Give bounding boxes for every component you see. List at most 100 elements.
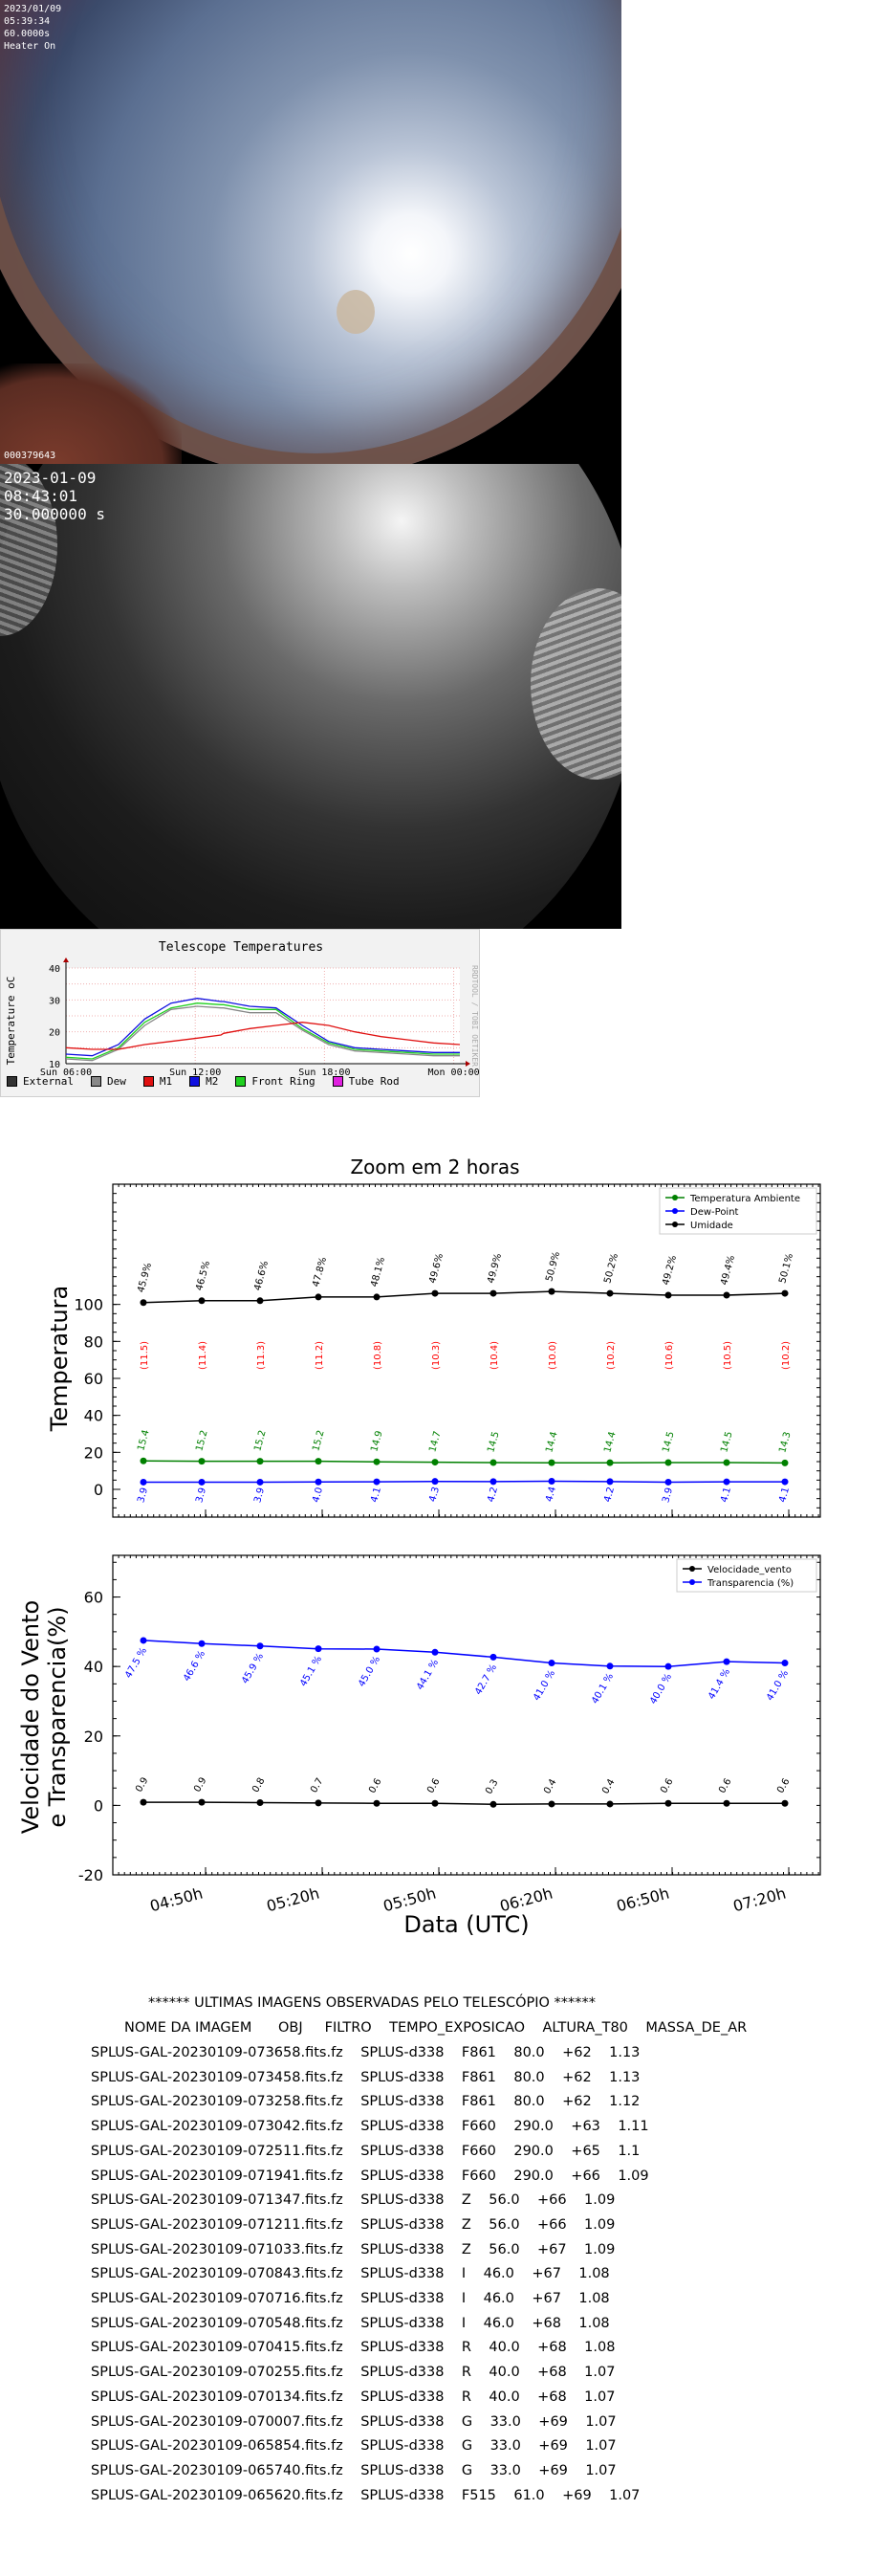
- transparency-data-label: 41.0 %: [765, 1668, 791, 1703]
- x-tick-label: 07:20h: [731, 1884, 788, 1916]
- wind-speed-data-label: 0.6: [367, 1776, 383, 1794]
- image-list-row: SPLUS-GAL-20230109-070716.fits.fz SPLUS-…: [91, 2291, 610, 2306]
- wind-speed-point: [548, 1800, 555, 1808]
- lens-flare: [337, 290, 375, 334]
- temperature-data-label: 15.4: [136, 1429, 151, 1452]
- wind-speed-data-label: 0.3: [484, 1778, 500, 1796]
- transparency-data-label: 41.4 %: [707, 1667, 732, 1702]
- transparency-point: [431, 1648, 439, 1656]
- transparency-data-label: 44.1 %: [415, 1658, 441, 1692]
- temperature-point: [256, 1458, 264, 1465]
- wind-speed-line: [143, 1801, 785, 1806]
- tt-xtick-label: Sun 18:00: [298, 1068, 350, 1078]
- humidity-data-label: 46.5%: [194, 1260, 212, 1292]
- humidity-point: [256, 1297, 264, 1305]
- tt-legend-label: Front Ring: [251, 1075, 315, 1088]
- transparency-point: [198, 1640, 206, 1647]
- wind-speed-data-label: 0.4: [600, 1777, 617, 1795]
- transparency-data-label: 42.7 %: [473, 1662, 499, 1697]
- humidity-data-label: 50.9%: [544, 1250, 562, 1283]
- image-list-row: SPLUS-GAL-20230109-065854.fits.fz SPLUS-…: [91, 2438, 617, 2455]
- dew-point-point: [373, 1478, 381, 1486]
- tt-ytick-label: 20: [49, 1028, 60, 1039]
- dew-point-data-label: 4.1: [719, 1486, 733, 1504]
- tt-side-label: RRDTOOL / TOBI OETIKER: [470, 965, 479, 1067]
- latest-images-title: ****** ULTIMAS IMAGENS OBSERVADAS PELO T…: [148, 1995, 597, 2011]
- temperature-data-label: 14.5: [486, 1430, 501, 1453]
- tt-legend-swatch: [142, 1076, 154, 1087]
- tt-ytick-label: 30: [49, 996, 60, 1006]
- telescope-temperatures-chart: Telescope Temperatures Temperature oC RRDT…: [0, 929, 480, 1097]
- wind-speed-data-label: 0.6: [425, 1776, 442, 1794]
- temperature-data-label: 15.2: [252, 1429, 268, 1452]
- humidity-point: [664, 1291, 672, 1299]
- tt-legend-item: Tube Rod: [332, 1075, 400, 1088]
- camera1-overlay-text: 2023/01/09 05:39:34 60.0000s Heater On: [4, 3, 61, 53]
- tt-xtick-label: Sun 06:00: [40, 1068, 92, 1078]
- image-list-row: SPLUS-GAL-20230109-073258.fits.fz SPLUS-…: [91, 2094, 641, 2110]
- top-legend-label: Temperatura Ambiente: [689, 1194, 800, 1204]
- y-tick-label: 60: [84, 1589, 103, 1607]
- image-list-row: SPLUS-GAL-20230109-070255.fits.fz SPLUS-…: [91, 2365, 616, 2381]
- temperature-point: [664, 1459, 672, 1466]
- y-tick-label: 80: [84, 1332, 103, 1351]
- camera2-time: 08:43:01: [4, 487, 78, 505]
- latest-images-header: NOME DA IMAGEM OBJ FILTRO TEMPO_EXPOSICA…: [124, 2020, 748, 2036]
- bottom-legend-label: Transparencia (%): [707, 1578, 794, 1589]
- dew-point-point: [781, 1478, 789, 1486]
- top-legend-box: [659, 1187, 817, 1235]
- telescope-temperatures-plot: Telescope Temperatures Temperature oC RRDT…: [5, 940, 480, 1078]
- wind-speed-point: [315, 1799, 322, 1807]
- image-list-row: SPLUS-GAL-20230109-065620.fits.fz SPLUS-…: [91, 2487, 641, 2503]
- wind-speed-data-label: 0.9: [134, 1775, 150, 1794]
- tt-legend-item: M2: [189, 1075, 218, 1088]
- transparency-data-label: 45.1 %: [298, 1654, 324, 1688]
- y-tick-label: 20: [84, 1443, 103, 1462]
- tt-series-line-front-ring: [65, 1002, 460, 1060]
- temperature-data-label: 14.7: [427, 1430, 443, 1453]
- transparency-data-label: 41.0 %: [532, 1668, 557, 1703]
- tt-legend-label: M1: [159, 1075, 173, 1088]
- wind-speed-point: [606, 1800, 614, 1808]
- dew-point-point: [198, 1478, 206, 1486]
- humidity-data-label: 47.8%: [311, 1256, 329, 1288]
- dew-point-point: [256, 1478, 264, 1486]
- dew-point-point: [606, 1478, 614, 1486]
- zoom-chart-title: Zoom em 2 horas: [350, 1156, 520, 1178]
- tt-legend-item: External: [7, 1075, 74, 1088]
- humidity-data-label: 49.2%: [661, 1254, 679, 1287]
- tt-ylabel: Temperature oC: [5, 977, 17, 1066]
- humidity-point: [315, 1293, 322, 1301]
- tt-legend-item: Dew: [90, 1075, 126, 1088]
- humidity-data-label: 49.4%: [719, 1254, 737, 1287]
- wind-speed-point: [256, 1798, 264, 1806]
- camera2-overlay-text: 2023-01-09 08:43:01 30.000000 s: [4, 469, 105, 523]
- wind-speed-point: [781, 1799, 789, 1807]
- transparency-point: [315, 1645, 322, 1653]
- sky-image-mono: [0, 464, 621, 929]
- humidity-point: [781, 1289, 789, 1297]
- top-legend-marker: [672, 1222, 678, 1227]
- dew-point-data-label: 4.4: [544, 1486, 558, 1503]
- tt-series-line-m2: [65, 998, 460, 1057]
- transparency-data-label: 47.5 %: [123, 1646, 149, 1681]
- wind-speed-point: [489, 1800, 497, 1808]
- dew-point-data-label: 4.0: [311, 1486, 325, 1504]
- x-axis-label: Data (UTC): [403, 1911, 529, 1938]
- tt-y-arrow: [63, 958, 69, 962]
- humidity-point: [606, 1289, 614, 1297]
- dew-point-data-label: 3.9: [252, 1486, 267, 1504]
- top-legend-marker: [672, 1208, 678, 1214]
- tt-legend-swatch: [189, 1076, 201, 1087]
- tt-series-line-m1: [65, 1022, 461, 1050]
- dew-point-point: [431, 1478, 439, 1486]
- x-tick-label: 05:20h: [265, 1884, 321, 1916]
- humidity-point: [548, 1288, 555, 1295]
- dew-point-data-label: 4.3: [427, 1486, 442, 1503]
- tt-ytick-label: 40: [49, 964, 60, 975]
- wind-speed-data-label: 0.6: [717, 1776, 733, 1794]
- wind-speed-point: [373, 1799, 381, 1807]
- image-list-row: SPLUS-GAL-20230109-071033.fits.fz SPLUS-…: [91, 2241, 616, 2257]
- temperature-point: [140, 1457, 147, 1464]
- tt-legend-item: M1: [142, 1075, 173, 1088]
